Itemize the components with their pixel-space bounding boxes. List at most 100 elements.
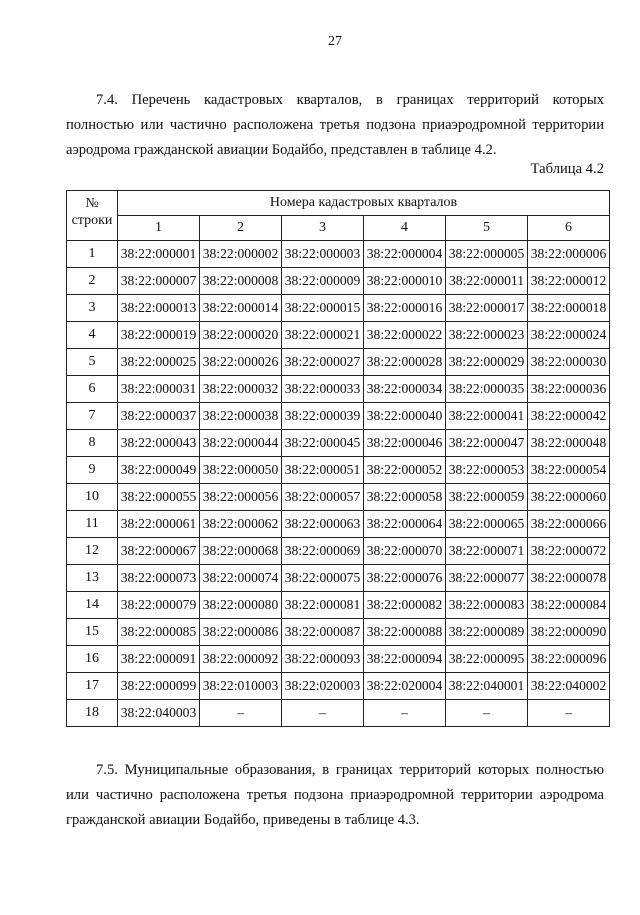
row-number-cell: 6 (66, 375, 118, 403)
cadastral-number-cell: 38:22:000031 (117, 375, 200, 403)
cadastral-number-cell: 38:22:000012 (527, 267, 610, 295)
cadastral-number-cell: 38:22:000082 (363, 591, 446, 619)
cadastral-number-cell: 38:22:000016 (363, 294, 446, 322)
cadastral-number-cell: 38:22:000083 (445, 591, 528, 619)
cadastral-number-cell: 38:22:000050 (199, 456, 282, 484)
cadastral-number-cell: 38:22:000057 (281, 483, 364, 511)
cadastral-number-cell: 38:22:020003 (281, 672, 364, 700)
column-header: 5 (445, 215, 528, 241)
cadastral-number-cell: 38:22:000063 (281, 510, 364, 538)
paragraph-7-5: 7.5. Муниципальные образования, в границ… (66, 762, 604, 828)
cadastral-number-cell: 38:22:000086 (199, 618, 282, 646)
cadastral-number-cell: 38:22:000021 (281, 321, 364, 349)
cadastral-number-cell: 38:22:000096 (527, 645, 610, 673)
table-row: 7 38:22:000037 38:22:000038 38:22:000039 38:… (66, 402, 610, 430)
cadastral-number-cell: 38:22:000004 (363, 240, 446, 268)
cadastral-number-cell: 38:22:000019 (117, 321, 200, 349)
cadastral-number-cell: 38:22:000060 (527, 483, 610, 511)
row-number-cell: 5 (66, 348, 118, 376)
cadastral-number-cell: 38:22:000018 (527, 294, 610, 322)
cadastral-number-cell: 38:22:000091 (117, 645, 200, 673)
cadastral-number-cell: 38:22:000075 (281, 564, 364, 592)
row-number-cell: 17 (66, 672, 118, 700)
cadastral-number-cell: 38:22:000061 (117, 510, 200, 538)
cadastral-number-cell: 38:22:000090 (527, 618, 610, 646)
cadastral-number-cell: 38:22:000095 (445, 645, 528, 673)
table-row: 16 38:22:000091 38:22:000092 38:22:000093 38… (66, 645, 610, 673)
table-row: 18 38:22:040003– – – – – (66, 699, 610, 727)
cadastral-number-cell: 38:22:000015 (281, 294, 364, 322)
cadastral-number-cell: 38:22:000079 (117, 591, 200, 619)
cadastral-number-cell: 38:22:000092 (199, 645, 282, 673)
column-header: 1 (117, 215, 200, 241)
cadastral-number-cell: – (281, 699, 364, 727)
cadastral-number-cell: 38:22:000017 (445, 294, 528, 322)
cadastral-number-cell: 38:22:000055 (117, 483, 200, 511)
cadastral-number-cell: 38:22:000067 (117, 537, 200, 565)
column-header: 2 (199, 215, 282, 241)
cadastral-number-cell: 38:22:000089 (445, 618, 528, 646)
table-body: 1 38:22:000001 38:22:000002 38:22:000003 38:… (66, 240, 610, 727)
cadastral-number-cell: 38:22:040002 (527, 672, 610, 700)
cadastral-number-cell: 38:22:000035 (445, 375, 528, 403)
cadastral-number-cell: 38:22:000006 (527, 240, 610, 268)
table-caption: Таблица 4.2 (530, 161, 604, 177)
cadastral-number-cell: 38:22:000074 (199, 564, 282, 592)
cadastral-number-cell: 38:22:000039 (281, 402, 364, 430)
table-row: 13 38:22:000073 38:22:000074 38:22:000075 38… (66, 564, 610, 592)
cadastral-number-cell: 38:22:000043 (117, 429, 200, 457)
cadastral-number-cell: 38:22:000053 (445, 456, 528, 484)
cadastral-number-cell: – (199, 699, 282, 727)
cadastral-number-cell: 38:22:000023 (445, 321, 528, 349)
cadastral-number-cell: 38:22:000040 (363, 402, 446, 430)
cadastral-number-cell: 38:22:000046 (363, 429, 446, 457)
cadastral-number-cell: – (527, 699, 610, 727)
cadastral-number-cell: 38:22:000030 (527, 348, 610, 376)
column-header: 4 (363, 215, 446, 241)
cadastral-number-cell: 38:22:000078 (527, 564, 610, 592)
cadastral-number-cell: 38:22:010003 (199, 672, 282, 700)
cadastral-number-cell: 38:22:000080 (199, 591, 282, 619)
column-header: 3 (281, 215, 364, 241)
cadastral-number-cell: 38:22:000002 (199, 240, 282, 268)
cadastral-number-cell: 38:22:000064 (363, 510, 446, 538)
cadastral-number-cell: 38:22:000047 (445, 429, 528, 457)
cadastral-number-cell: 38:22:000009 (281, 267, 364, 295)
cadastral-number-cell: 38:22:020004 (363, 672, 446, 700)
cadastral-number-cell: 38:22:000044 (199, 429, 282, 457)
cadastral-number-cell: 38:22:000065 (445, 510, 528, 538)
cadastral-number-cell: 38:22:000051 (281, 456, 364, 484)
table-row: 14 38:22:000079 38:22:000080 38:22:000081 38… (66, 591, 610, 619)
cadastral-number-cell: 38:22:000054 (527, 456, 610, 484)
row-number-cell: 13 (66, 564, 118, 592)
cadastral-number-cell: 38:22:000025 (117, 348, 200, 376)
cadastral-number-cell: 38:22:000024 (527, 321, 610, 349)
row-number-cell: 18 (66, 699, 118, 727)
cadastral-number-cell: 38:22:000001 (117, 240, 200, 268)
cadastral-number-cell: 38:22:040003 (117, 699, 200, 727)
row-number-cell: 2 (66, 267, 118, 295)
table-row: 6 38:22:000031 38:22:000032 38:22:000033 38:… (66, 375, 610, 403)
cadastral-number-cell: 38:22:000045 (281, 429, 364, 457)
table-row: 4 38:22:000019 38:22:000020 38:22:000021 38:… (66, 321, 610, 349)
cadastral-number-cell: 38:22:000011 (445, 267, 528, 295)
cadastral-number-cell: 38:22:000071 (445, 537, 528, 565)
cadastral-number-cell: 38:22:000062 (199, 510, 282, 538)
cadastral-number-cell: 38:22:000093 (281, 645, 364, 673)
table-row: 15 38:22:000085 38:22:000086 38:22:000087 38… (66, 618, 610, 646)
row-number-cell: 8 (66, 429, 118, 457)
paragraph-7-4: 7.4. Перечень кадастровых кварталов, в г… (66, 92, 604, 158)
row-number-cell: 12 (66, 537, 118, 565)
cadastral-number-cell: 38:22:000020 (199, 321, 282, 349)
cadastral-number-cell: 38:22:000088 (363, 618, 446, 646)
row-number-cell: 10 (66, 483, 118, 511)
cadastral-number-cell: 38:22:000038 (199, 402, 282, 430)
table-row: 3 38:22:000013 38:22:000014 38:22:000015 38:… (66, 294, 610, 322)
cadastral-number-cell: 38:22:000033 (281, 375, 364, 403)
table-row: 5 38:22:000025 38:22:000026 38:22:000027 38:… (66, 348, 610, 376)
row-number-cell: 11 (66, 510, 118, 538)
cadastral-number-cell: 38:22:000010 (363, 267, 446, 295)
table-row: 10 38:22:000055 38:22:000056 38:22:000057 38… (66, 483, 610, 511)
